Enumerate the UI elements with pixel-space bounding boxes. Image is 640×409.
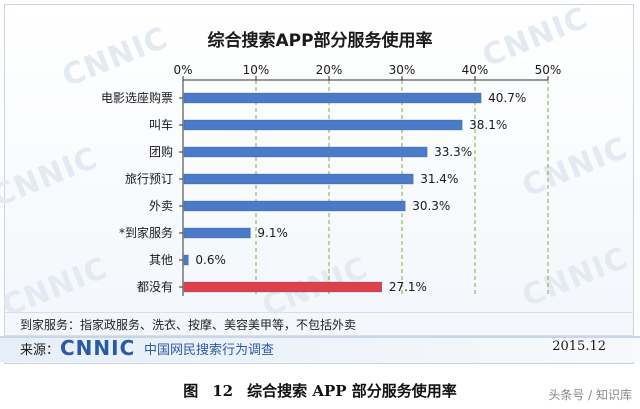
category-label: 叫车	[149, 117, 173, 132]
bar	[183, 254, 189, 266]
x-tick-label: 30%	[389, 63, 416, 77]
x-tick-label: 10%	[243, 63, 270, 77]
data-label: 40.7%	[488, 91, 526, 105]
x-tick-label: 40%	[462, 63, 489, 77]
caption-number: 12	[212, 382, 234, 400]
footnote-bar	[4, 312, 634, 336]
data-label: 30.3%	[412, 199, 450, 213]
x-tick-label: 0%	[173, 63, 192, 77]
x-tick-label: 50%	[535, 63, 562, 77]
source-org: 中国网民搜索行为调查	[144, 343, 275, 358]
cnnic-logo: CNNIC	[60, 336, 136, 360]
caption-text: 综合搜索 APP 部分服务使用率	[247, 382, 457, 400]
bar	[183, 119, 463, 131]
footnote: 到家服务：指家政服务、洗衣、按摩、美容美甲等，不包括外卖	[20, 318, 357, 332]
bar	[183, 146, 428, 158]
caption-figure: 图	[183, 382, 199, 400]
category-label: 旅行预订	[125, 172, 173, 186]
chart-title: 综合搜索APP部分服务使用率	[207, 31, 433, 51]
bar	[183, 281, 382, 293]
bar	[183, 92, 482, 104]
category-label: 其他	[149, 253, 173, 267]
bar-chart: 0% 10% 20% 30% 40% 50% 电影选座购票 40.7% 叫车 38.1% 团购 33.…	[101, 63, 562, 296]
x-tick-label: 20%	[316, 63, 343, 77]
bar	[183, 227, 251, 239]
date-label: 2015.12	[552, 339, 606, 354]
figure-caption: 图 12 综合搜索 APP 部分服务使用率	[0, 380, 640, 401]
data-label: 31.4%	[420, 172, 458, 186]
category-label: 团购	[149, 144, 173, 159]
source-row	[0, 336, 640, 362]
data-label: 27.1%	[389, 280, 427, 294]
data-label: 33.3%	[434, 145, 472, 159]
data-label: 0.6%	[195, 253, 226, 267]
bar	[183, 200, 406, 212]
data-label: 38.1%	[469, 118, 507, 132]
category-label: 电影选座购票	[101, 90, 173, 105]
source-label: 来源：	[20, 343, 60, 358]
data-label: 9.1%	[257, 226, 288, 240]
category-label: *到家服务	[119, 225, 173, 240]
category-label: 都没有	[137, 279, 173, 294]
credit: 头条号 / 知识库	[548, 388, 632, 402]
bar	[183, 173, 414, 185]
category-label: 外卖	[149, 199, 173, 213]
